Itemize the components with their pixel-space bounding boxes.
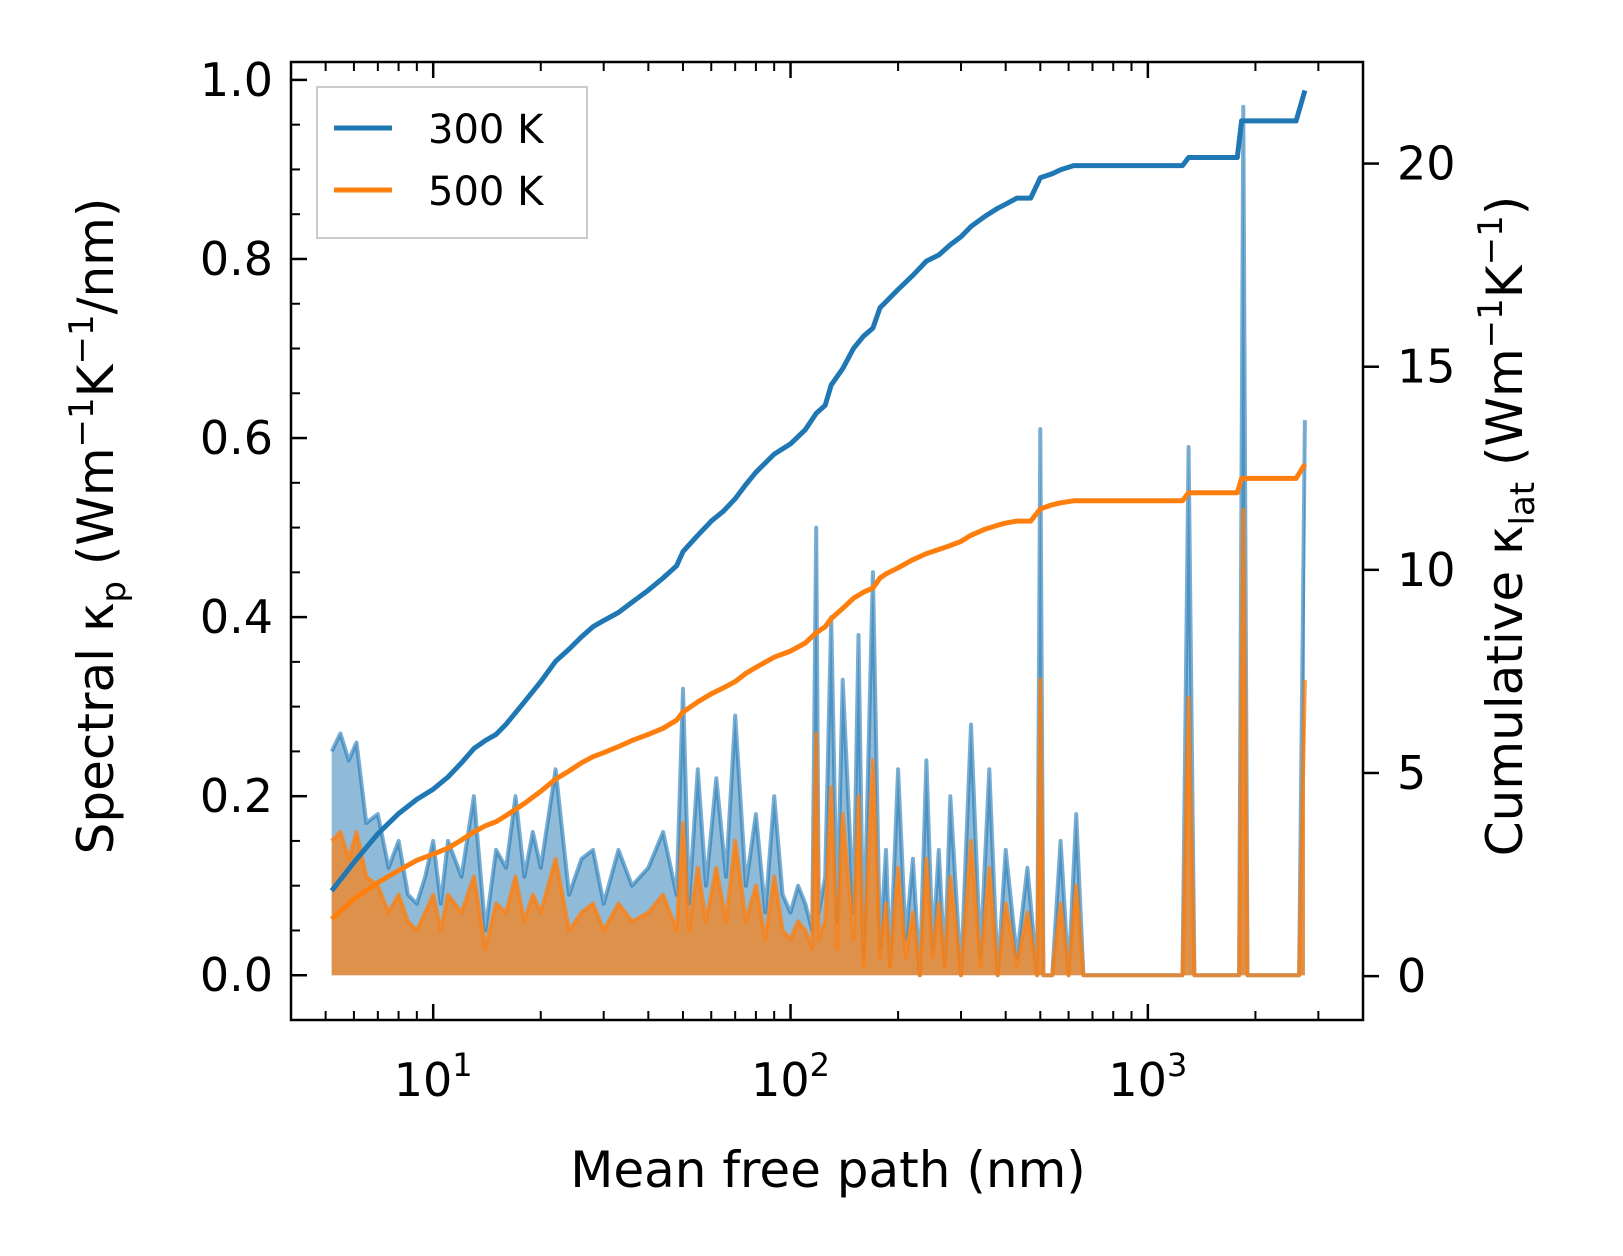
y-right-title-superscript-2: −1 [1471, 215, 1511, 265]
cumulative-line-500k [330, 462, 1308, 922]
y-left-tick-label: 0.4 [200, 590, 273, 644]
y-right-title-subscript: lat [1503, 482, 1543, 526]
y-right-title-part-4: ) [1476, 196, 1534, 216]
y-right-title-part-1: Cumulative κ [1476, 525, 1534, 856]
x-tick-exponent: 3 [1167, 1046, 1187, 1084]
x-axis: 101 102 103 [290, 62, 1364, 1107]
spectral-line-500k [330, 507, 1307, 978]
y-axis-right-title: Cumulative κlat (Wm−1K−1) [1471, 196, 1543, 856]
y-left-title-subscript: p [94, 581, 134, 603]
y-left-tick-label: 0.2 [200, 769, 273, 823]
spectral-area-500k [331, 509, 1305, 976]
y-right-tick-label: 5 [1397, 746, 1426, 800]
y-right-tick-label: 0 [1397, 949, 1426, 1003]
y-right-title-part-2: (Wm [1476, 348, 1534, 482]
y-right-title-superscript-1: −1 [1471, 298, 1511, 348]
legend-box [316, 86, 588, 239]
x-tick-label: 103 [1108, 1046, 1187, 1107]
y-right-tick-label: 15 [1397, 340, 1456, 394]
cumulative-line-300k [329, 89, 1308, 893]
spectral-area-300k [331, 106, 1305, 976]
legend-label-300k: 300 K [428, 107, 545, 153]
axes-border [289, 60, 1365, 1022]
y-right-tick-label: 20 [1397, 137, 1456, 191]
y-right-tick-label: 10 [1397, 543, 1456, 597]
y-axis-left-title: Spectral κp (Wm−1K−1/nm) [62, 198, 134, 855]
y-left-title-superscript-1: −1 [62, 397, 102, 447]
y-left-tick-label: 0.0 [200, 948, 273, 1002]
y-left-title-superscript-2: −1 [62, 314, 102, 364]
x-tick-base: 10 [1108, 1053, 1167, 1107]
y-left-tick-label: 1.0 [200, 53, 273, 107]
x-tick-base: 10 [751, 1053, 810, 1107]
legend-label-500k: 500 K [428, 169, 545, 215]
y-left-title-part-2: (Wm [67, 447, 125, 581]
y-axis-left: 0.0 0.2 0.4 0.6 0.8 1.0 [200, 53, 307, 1002]
x-axis-title: Mean free path (nm) [570, 1141, 1086, 1199]
y-left-tick-label: 0.6 [200, 411, 273, 465]
y-left-tick-label: 0.8 [200, 232, 273, 286]
axes-frame [289, 60, 1365, 1022]
x-tick-base: 10 [394, 1053, 453, 1107]
y-left-title-part-3: K [67, 363, 125, 397]
x-tick-exponent: 2 [810, 1046, 830, 1084]
x-tick-label: 101 [394, 1046, 473, 1107]
y-axis-right: 0 5 10 15 20 [1363, 137, 1456, 1003]
legend: 300 K 500 K [316, 86, 588, 239]
x-tick-exponent: 1 [452, 1046, 472, 1084]
y-right-title-part-3: K [1476, 264, 1534, 298]
y-left-title-part-1: Spectral κ [67, 603, 125, 855]
plot-area [329, 89, 1308, 978]
y-left-title-part-4: /nm) [67, 198, 125, 315]
x-tick-label: 102 [751, 1046, 830, 1107]
